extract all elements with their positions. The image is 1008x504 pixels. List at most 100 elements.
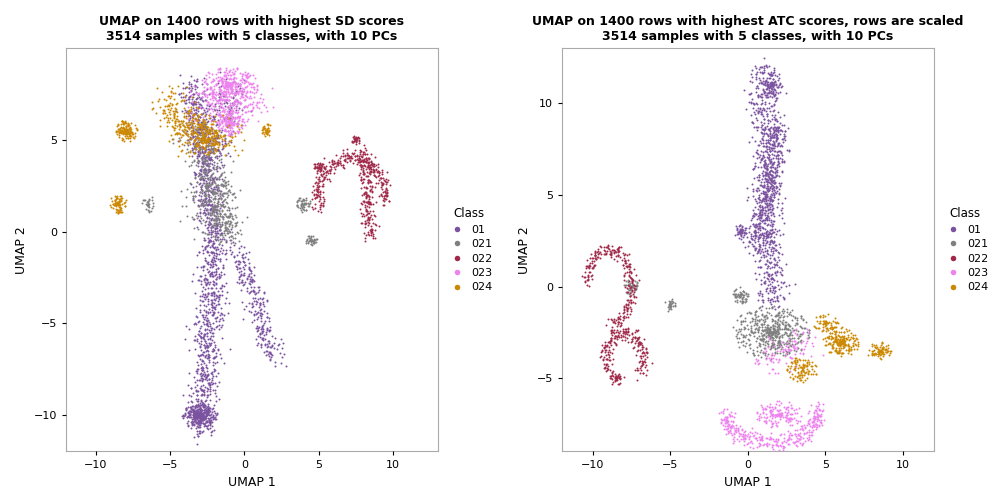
Point [221,129,237,137]
Point [757,170,773,178]
Point [823,348,839,356]
Point [182,135,199,143]
Point [176,126,193,134]
Point [790,374,806,382]
Point [763,158,779,166]
Point [317,175,333,183]
Point [235,281,251,289]
Point [188,115,205,123]
Point [758,253,774,261]
Point [209,292,225,300]
Point [719,418,735,426]
Point [119,125,135,134]
Point [728,293,744,301]
Point [118,121,134,130]
Point [244,100,260,108]
Point [182,105,199,113]
Point [759,80,775,88]
Point [202,411,218,419]
Point [195,199,211,207]
Point [213,171,229,179]
Point [297,199,313,207]
Point [212,149,228,157]
Point [766,233,782,241]
Point [636,356,652,364]
Point [627,282,643,290]
Point [358,190,374,198]
Point [755,327,771,335]
Point [770,418,786,426]
Point [759,323,775,331]
Point [200,409,216,417]
Point [188,88,205,96]
Point [754,230,770,238]
Point [871,347,887,355]
Point [159,101,175,109]
Point [769,292,785,300]
Point [210,200,226,208]
Point [780,320,796,328]
Point [181,133,198,141]
Point [210,186,226,194]
Point [766,81,782,89]
Point [768,400,784,408]
Point [290,196,306,204]
Point [759,121,775,130]
Point [788,426,804,434]
Point [191,276,207,284]
Point [735,333,751,341]
Point [186,122,203,130]
Point [749,69,765,77]
Point [197,122,213,130]
Point [363,163,379,171]
Point [759,247,775,255]
Point [203,153,219,161]
Point [249,103,265,111]
Point [381,197,397,205]
Point [180,93,197,101]
Point [618,336,634,344]
Point [218,226,234,234]
Point [183,103,200,111]
Point [127,133,143,141]
Point [843,346,859,354]
Point [178,126,195,134]
Point [217,151,233,159]
Point [117,127,133,135]
Point [774,343,790,351]
Point [217,78,233,86]
Point [194,330,210,338]
Point [306,179,323,187]
Point [755,77,771,85]
Point [184,148,201,156]
Point [792,355,808,363]
Point [141,196,157,204]
Point [227,83,243,91]
Point [643,359,659,367]
Point [834,338,850,346]
Point [190,77,206,85]
Point [374,192,390,200]
Point [166,130,182,138]
Point [365,160,381,168]
Point [778,305,794,313]
Point [192,205,208,213]
Point [232,258,248,266]
Point [186,136,203,144]
Point [193,407,209,415]
Point [209,131,225,139]
Point [760,262,776,270]
Point [187,140,204,148]
Point [830,341,846,349]
Point [206,209,222,217]
Point [624,276,640,284]
Point [758,171,774,179]
Point [113,192,129,200]
Point [748,73,764,81]
Point [214,135,230,143]
Point [200,184,216,193]
Point [243,269,259,277]
Point [203,166,219,174]
Point [314,199,331,207]
Point [761,167,777,175]
